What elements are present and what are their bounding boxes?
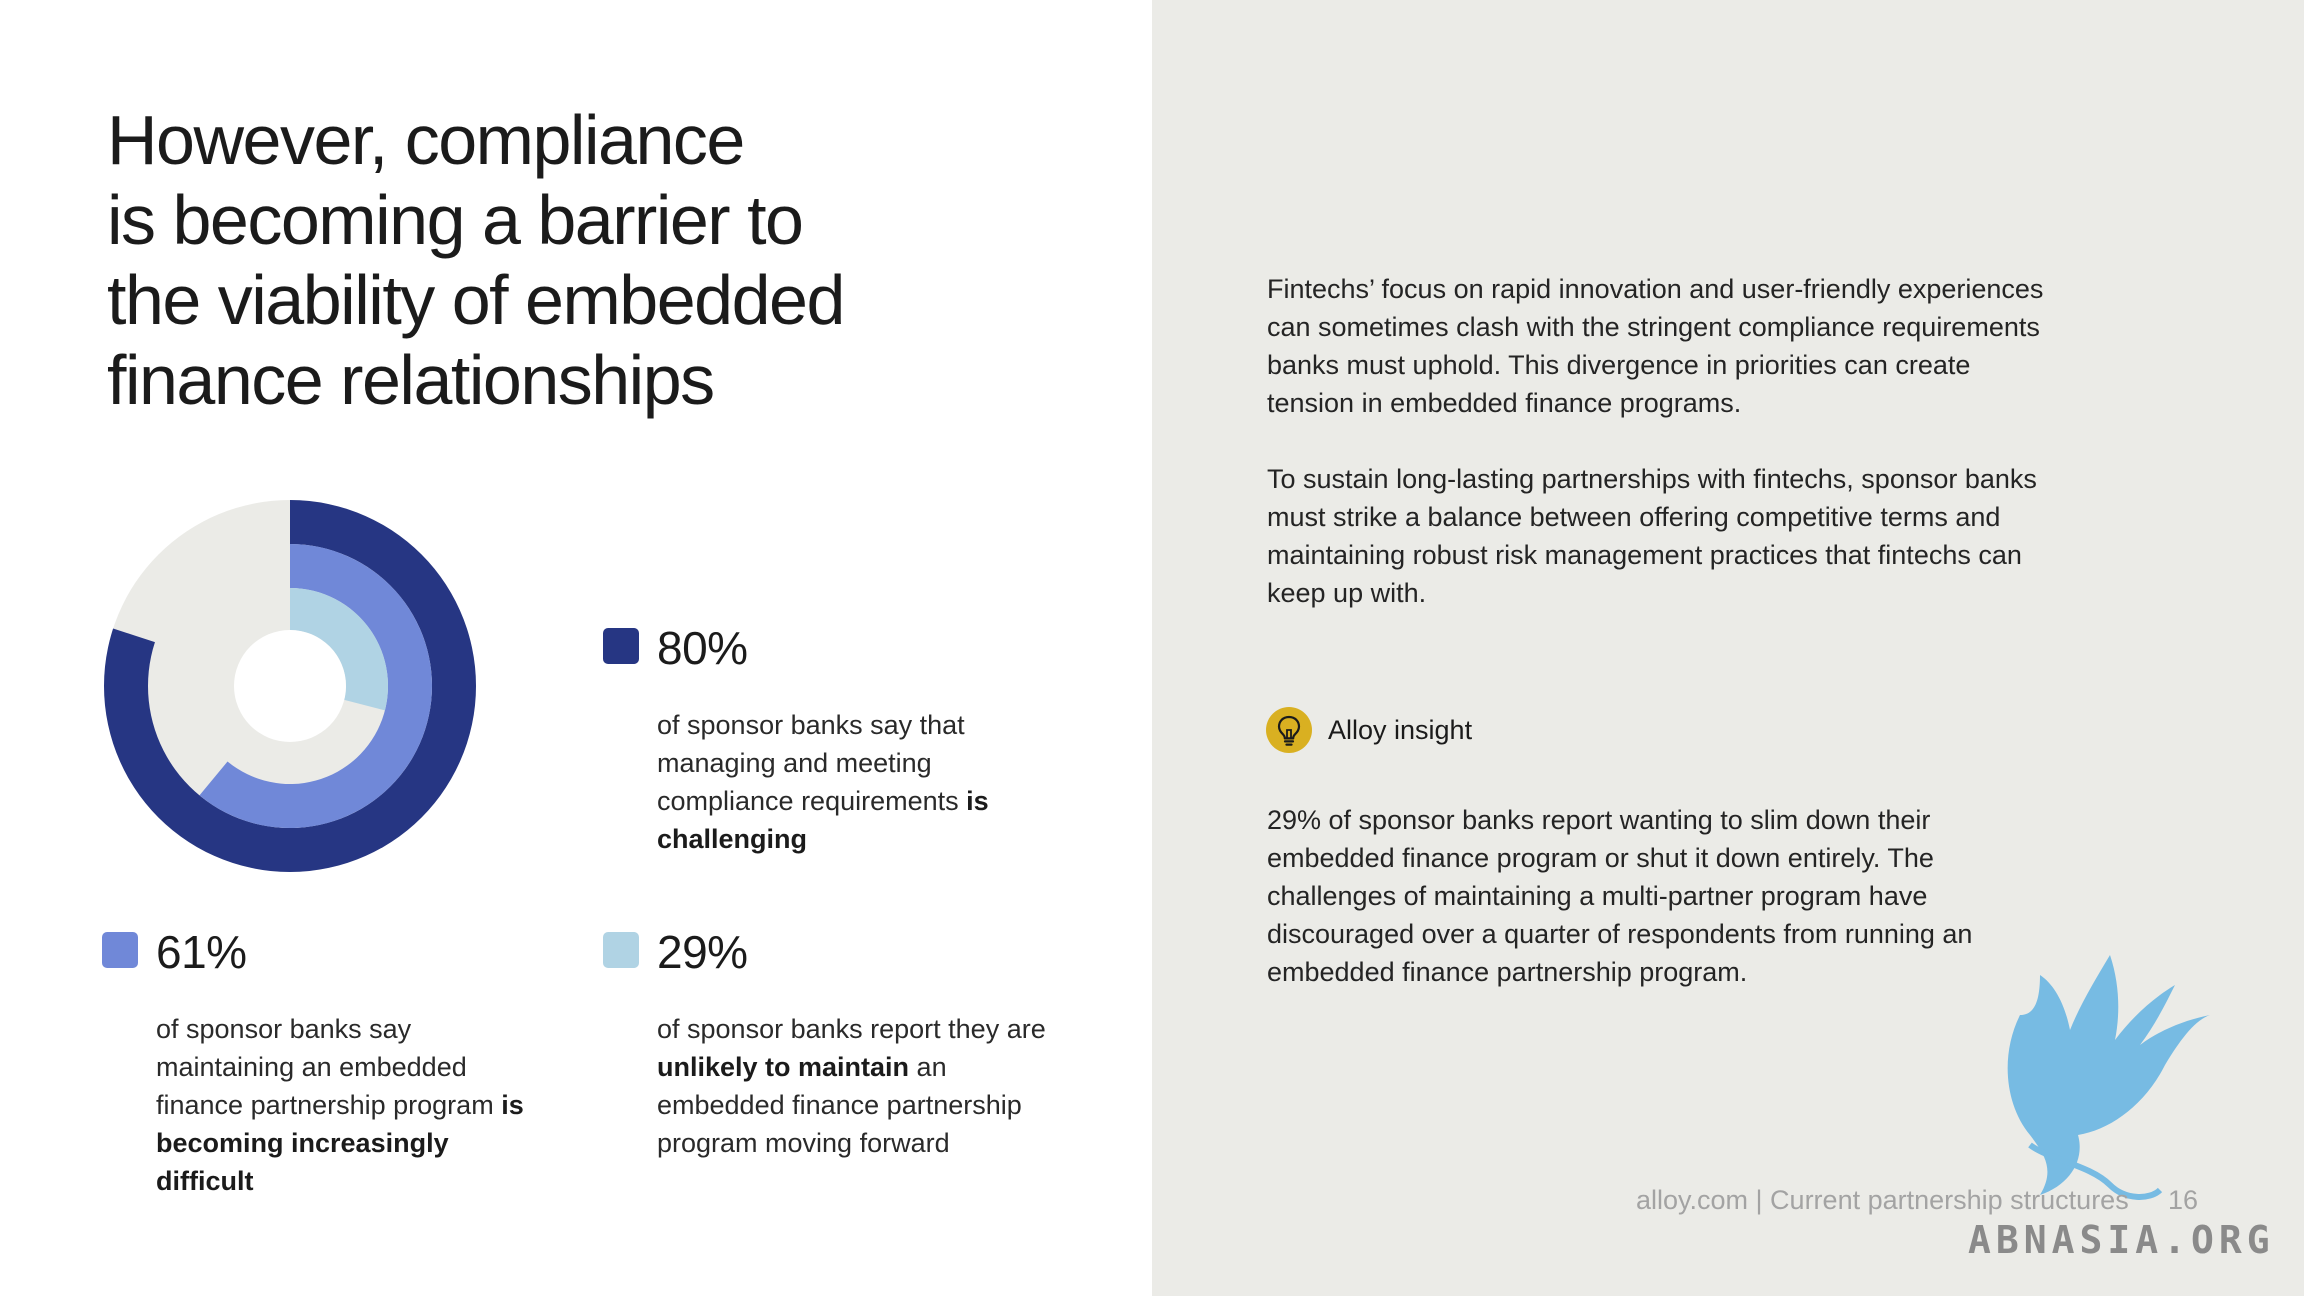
desc-text: of sponsor banks report they are (657, 1014, 1046, 1044)
footer-text: alloy.com | Current partnership structur… (1636, 1182, 2129, 1218)
stat-description: of sponsor banks say maintaining an embe… (156, 1010, 546, 1200)
watermark-text: ABNASIA.ORG (1968, 1218, 2275, 1262)
paragraph-line: challenges of maintaining a multi-partne… (1267, 877, 2097, 915)
stat-percent: 29% (657, 926, 748, 978)
paragraph-line: banks must uphold. This divergence in pr… (1267, 346, 2097, 384)
paragraph-line: 29% of sponsor banks report wanting to s… (1267, 801, 2097, 839)
paragraph-line: can sometimes clash with the stringent c… (1267, 308, 2097, 346)
donut-chart (104, 500, 476, 872)
desc-emphasis: unlikely to maintain (657, 1052, 909, 1082)
title-line: finance relationships (107, 340, 1007, 420)
legend-swatch-80 (603, 628, 639, 664)
paragraph-line: Fintechs’ focus on rapid innovation and … (1267, 270, 2097, 308)
desc-text: of sponsor banks say that managing and m… (657, 710, 966, 816)
title-line: is becoming a barrier to (107, 180, 1007, 260)
partnership-paragraph: To sustain long-lasting partnerships wit… (1267, 460, 2097, 612)
bird-watermark-icon (1960, 945, 2220, 1210)
paragraph-line: tension in embedded finance programs. (1267, 384, 2097, 422)
legend-swatch-61 (102, 932, 138, 968)
title-line: the viability of embedded (107, 260, 1007, 340)
desc-text: of sponsor banks say maintaining an embe… (156, 1014, 501, 1120)
stat-percent: 61% (156, 926, 247, 978)
paragraph-line: keep up with. (1267, 574, 2097, 612)
page-number: 16 (2168, 1182, 2198, 1218)
stat-percent: 80% (657, 622, 748, 674)
donut-hole (234, 630, 346, 742)
lightbulb-icon (1266, 707, 1312, 753)
paragraph-line: embedded finance program or shut it down… (1267, 839, 2097, 877)
legend-swatch-29 (603, 932, 639, 968)
insight-label: Alloy insight (1328, 713, 1472, 747)
stat-description: of sponsor banks report they are unlikel… (657, 1010, 1047, 1162)
left-panel: However, compliance is becoming a barrie… (0, 0, 1152, 1296)
intro-paragraph: Fintechs’ focus on rapid innovation and … (1267, 270, 2097, 422)
paragraph-line: To sustain long-lasting partnerships wit… (1267, 460, 2097, 498)
title-line: However, compliance (107, 100, 1007, 180)
paragraph-line: must strike a balance between offering c… (1267, 498, 2097, 536)
paragraph-line: maintaining robust risk management pract… (1267, 536, 2097, 574)
page-title: However, compliance is becoming a barrie… (107, 100, 1007, 420)
stat-description: of sponsor banks say that managing and m… (657, 706, 1057, 858)
